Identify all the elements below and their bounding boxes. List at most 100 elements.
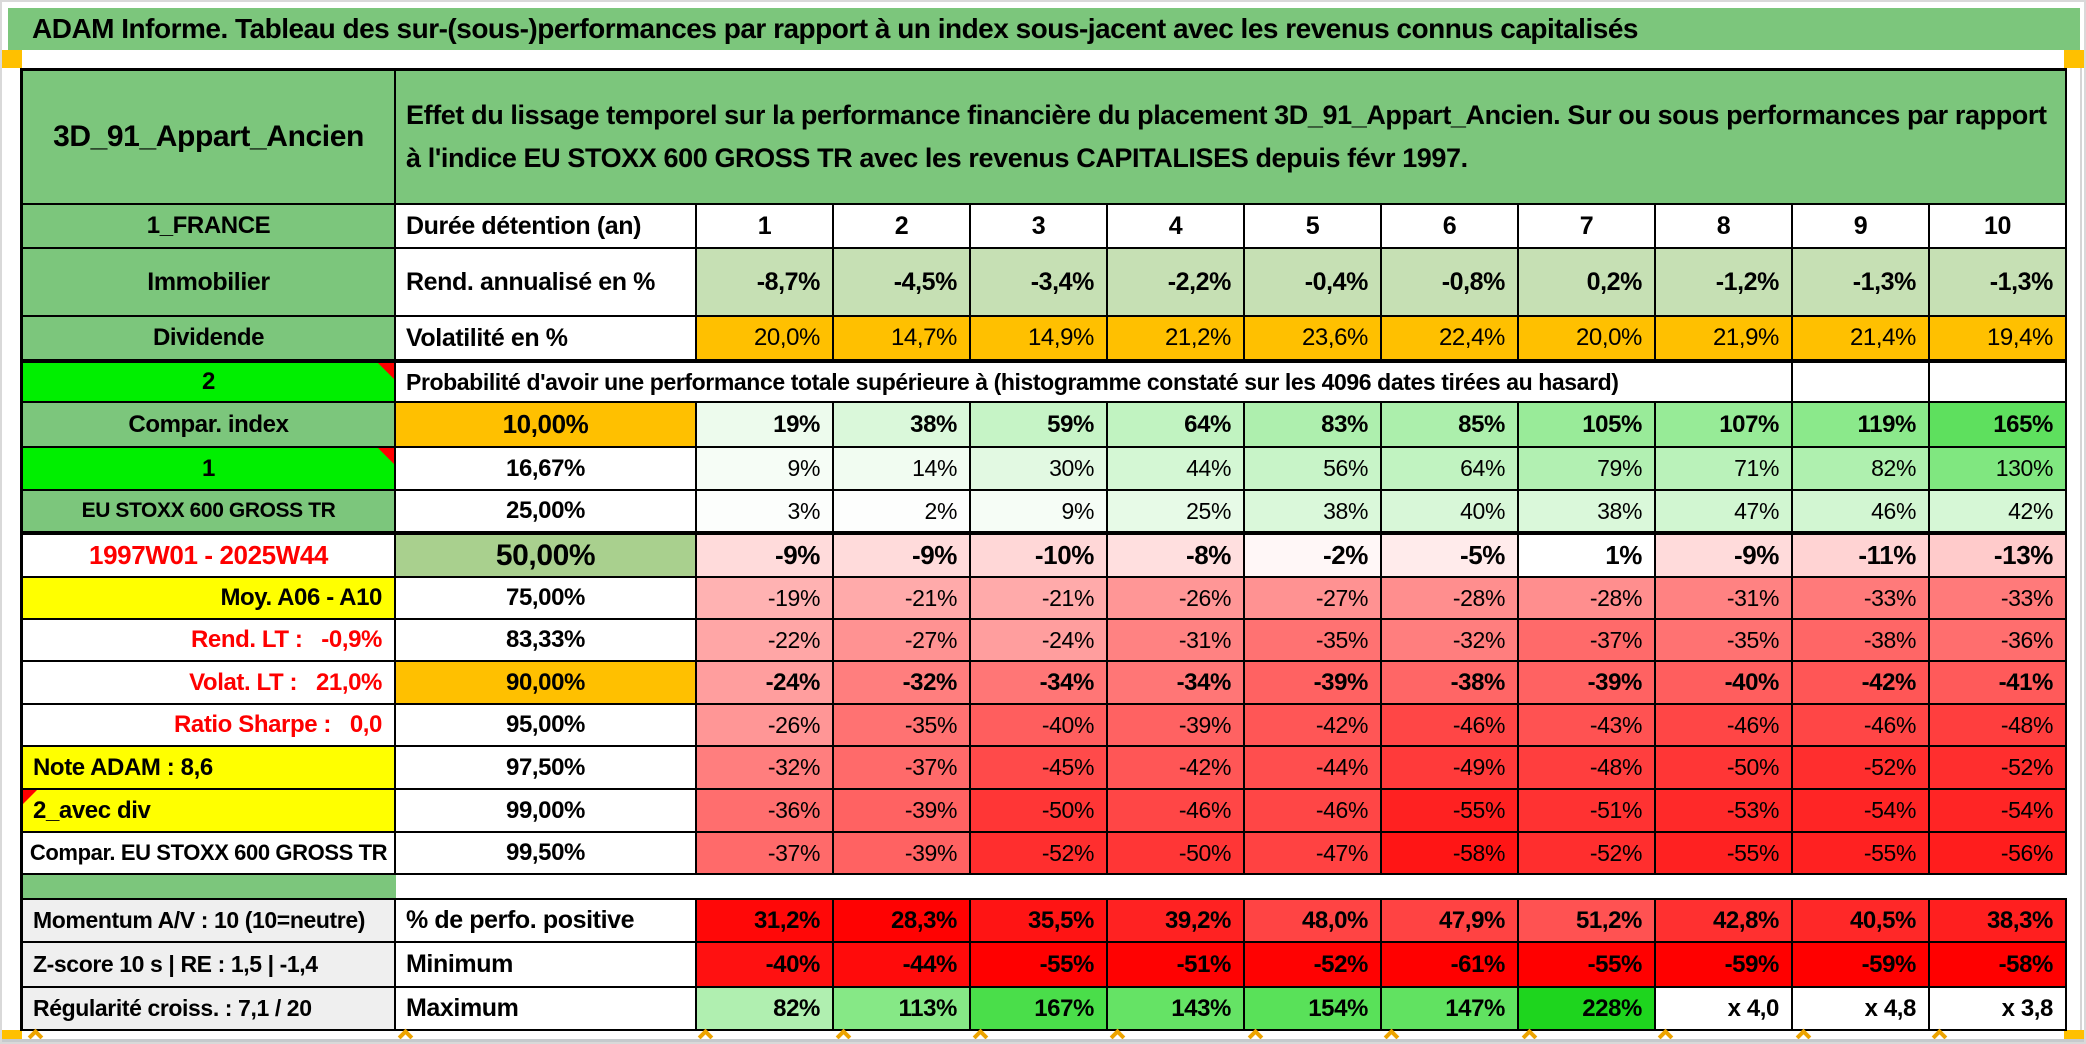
- value-cell[interactable]: -52%: [971, 833, 1108, 875]
- value-cell[interactable]: -24%: [697, 662, 834, 705]
- value-cell[interactable]: -10%: [971, 533, 1108, 578]
- value-cell[interactable]: -52%: [1245, 943, 1382, 988]
- value-cell[interactable]: -58%: [1930, 943, 2067, 988]
- value-cell[interactable]: -52%: [1930, 747, 2067, 790]
- value-cell[interactable]: 14,9%: [971, 317, 1108, 361]
- value-cell[interactable]: 154%: [1245, 988, 1382, 1031]
- value-cell[interactable]: 22,4%: [1382, 317, 1519, 361]
- value-cell[interactable]: -40%: [697, 943, 834, 988]
- value-cell[interactable]: 4: [1108, 205, 1245, 249]
- value-cell[interactable]: -34%: [1108, 662, 1245, 705]
- value-cell[interactable]: 9%: [971, 491, 1108, 533]
- value-cell[interactable]: -56%: [1930, 833, 2067, 875]
- row-label-cell[interactable]: 2: [23, 361, 396, 403]
- value-cell[interactable]: 42,8%: [1656, 898, 1793, 943]
- value-cell[interactable]: -28%: [1382, 578, 1519, 620]
- value-cell[interactable]: 10: [1930, 205, 2067, 249]
- value-cell[interactable]: 0,2%: [1519, 249, 1656, 317]
- value-cell[interactable]: -35%: [1245, 620, 1382, 662]
- row-sublabel-cell[interactable]: 90,00%: [396, 662, 697, 705]
- row-sublabel-cell[interactable]: Maximum: [396, 988, 697, 1031]
- value-cell[interactable]: -58%: [1382, 833, 1519, 875]
- value-cell[interactable]: 51,2%: [1519, 898, 1656, 943]
- value-cell[interactable]: -31%: [1656, 578, 1793, 620]
- value-cell[interactable]: -9%: [1656, 533, 1793, 578]
- value-cell[interactable]: -39%: [834, 833, 971, 875]
- value-cell[interactable]: 9: [1793, 205, 1930, 249]
- value-cell[interactable]: -1,3%: [1930, 249, 2067, 317]
- placement-name-cell[interactable]: 3D_91_Appart_Ancien: [23, 71, 396, 205]
- separator-cell[interactable]: [23, 875, 396, 898]
- value-cell[interactable]: -50%: [1656, 747, 1793, 790]
- value-cell[interactable]: -55%: [1656, 833, 1793, 875]
- value-cell[interactable]: -8,7%: [697, 249, 834, 317]
- row-label-cell[interactable]: Régularité croiss. : 7,1 / 20: [23, 988, 396, 1031]
- value-cell[interactable]: -1,3%: [1793, 249, 1930, 317]
- row-sublabel-cell[interactable]: Minimum: [396, 943, 697, 988]
- value-cell[interactable]: -33%: [1930, 578, 2067, 620]
- value-cell[interactable]: -24%: [971, 620, 1108, 662]
- row-label-cell[interactable]: Dividende: [23, 317, 396, 361]
- value-cell[interactable]: 25%: [1108, 491, 1245, 533]
- value-cell[interactable]: -33%: [1793, 578, 1930, 620]
- value-cell[interactable]: -36%: [1930, 620, 2067, 662]
- value-cell[interactable]: 1%: [1519, 533, 1656, 578]
- value-cell[interactable]: 48,0%: [1245, 898, 1382, 943]
- value-cell[interactable]: 82%: [697, 988, 834, 1031]
- value-cell[interactable]: -46%: [1793, 705, 1930, 747]
- value-cell[interactable]: -5%: [1382, 533, 1519, 578]
- value-cell[interactable]: 38%: [1519, 491, 1656, 533]
- value-cell[interactable]: -52%: [1519, 833, 1656, 875]
- value-cell[interactable]: 64%: [1108, 403, 1245, 448]
- value-cell[interactable]: -26%: [697, 705, 834, 747]
- value-cell[interactable]: 107%: [1656, 403, 1793, 448]
- value-cell[interactable]: 30%: [971, 448, 1108, 491]
- value-cell[interactable]: 167%: [971, 988, 1108, 1031]
- value-cell[interactable]: -32%: [1382, 620, 1519, 662]
- value-cell[interactable]: -27%: [1245, 578, 1382, 620]
- value-cell[interactable]: -43%: [1519, 705, 1656, 747]
- value-cell[interactable]: -1,2%: [1656, 249, 1793, 317]
- value-cell[interactable]: -41%: [1930, 662, 2067, 705]
- value-cell[interactable]: -40%: [971, 705, 1108, 747]
- value-cell[interactable]: 20,0%: [697, 317, 834, 361]
- value-cell[interactable]: -9%: [834, 533, 971, 578]
- row-label-cell[interactable]: 1997W01 - 2025W44: [23, 533, 396, 578]
- value-cell[interactable]: 19%: [697, 403, 834, 448]
- value-cell[interactable]: 3%: [697, 491, 834, 533]
- row-sublabel-cell[interactable]: 16,67%: [396, 448, 697, 491]
- value-cell[interactable]: 8: [1656, 205, 1793, 249]
- value-cell[interactable]: x 4,0: [1656, 988, 1793, 1031]
- value-cell[interactable]: -49%: [1382, 747, 1519, 790]
- value-cell[interactable]: -35%: [834, 705, 971, 747]
- value-cell[interactable]: 147%: [1382, 988, 1519, 1031]
- value-cell[interactable]: -28%: [1519, 578, 1656, 620]
- value-cell[interactable]: -42%: [1793, 662, 1930, 705]
- value-cell[interactable]: -2,2%: [1108, 249, 1245, 317]
- value-cell[interactable]: 42%: [1930, 491, 2067, 533]
- value-cell[interactable]: 7: [1519, 205, 1656, 249]
- value-cell[interactable]: -0,4%: [1245, 249, 1382, 317]
- row-label-cell[interactable]: Ratio Sharpe : 0,0: [23, 705, 396, 747]
- value-cell[interactable]: 28,3%: [834, 898, 971, 943]
- value-cell[interactable]: -0,8%: [1382, 249, 1519, 317]
- value-cell[interactable]: -36%: [697, 790, 834, 833]
- value-cell[interactable]: 40,5%: [1793, 898, 1930, 943]
- value-cell[interactable]: x 3,8: [1930, 988, 2067, 1031]
- value-cell[interactable]: 59%: [971, 403, 1108, 448]
- value-cell[interactable]: 21,2%: [1108, 317, 1245, 361]
- row-sublabel-cell[interactable]: 25,00%: [396, 491, 697, 533]
- value-cell[interactable]: -55%: [1793, 833, 1930, 875]
- value-cell[interactable]: 1: [697, 205, 834, 249]
- row-label-cell[interactable]: Moy. A06 - A10: [23, 578, 396, 620]
- value-cell[interactable]: -9%: [697, 533, 834, 578]
- empty-cell[interactable]: [1793, 361, 1930, 403]
- empty-cell[interactable]: [396, 875, 2067, 898]
- value-cell[interactable]: -50%: [1108, 833, 1245, 875]
- row-label-cell[interactable]: 1_FRANCE: [23, 205, 396, 249]
- value-cell[interactable]: 23,6%: [1245, 317, 1382, 361]
- value-cell[interactable]: 44%: [1108, 448, 1245, 491]
- value-cell[interactable]: 9%: [697, 448, 834, 491]
- value-cell[interactable]: 3: [971, 205, 1108, 249]
- value-cell[interactable]: -37%: [697, 833, 834, 875]
